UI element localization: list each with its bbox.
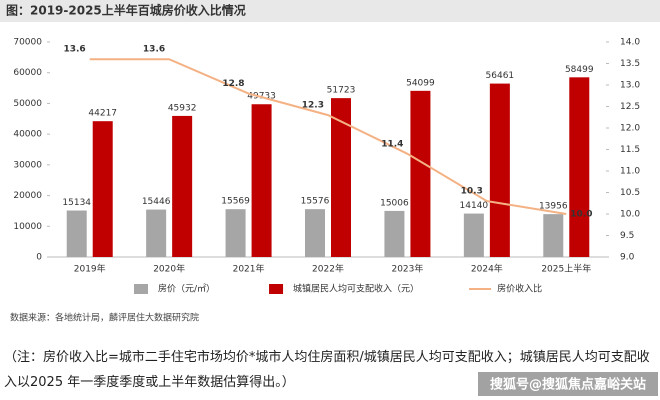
watermark: 搜狐号@搜狐焦点嘉峪关站 — [490, 377, 646, 393]
bar — [489, 83, 510, 257]
watermark-bg — [478, 372, 658, 396]
bar — [305, 209, 325, 257]
bar — [410, 90, 431, 258]
legend-label: 房价收入比 — [497, 283, 542, 295]
line-label: 12.3 — [302, 101, 324, 111]
bar — [66, 210, 87, 257]
bar — [92, 121, 113, 257]
legend-swatch — [134, 284, 148, 294]
chart-title: 图：2019-2025上半年百城房价收入比情况 — [6, 3, 246, 18]
y2-tick-label: 10.5 — [620, 188, 640, 198]
y-tick-label: 0 — [36, 253, 42, 263]
title-band — [0, 0, 660, 22]
data-label: 56461 — [486, 71, 515, 81]
y2-tick-label: 12.5 — [620, 102, 640, 112]
data-label: 14140 — [460, 201, 489, 211]
line-label: 12.8 — [222, 79, 244, 89]
y2-tick-label: 9.5 — [620, 231, 634, 241]
bar — [251, 104, 272, 257]
bar — [543, 214, 564, 257]
data-label: 15446 — [142, 197, 171, 207]
y2-tick-label: 14.0 — [620, 38, 640, 48]
y2-tick-label: 11.0 — [620, 167, 640, 177]
data-label: 15006 — [380, 198, 409, 208]
y-tick-label: 20000 — [13, 191, 42, 201]
y-tick-label: 10000 — [13, 222, 42, 232]
x-tick-label: 2021年 — [233, 263, 265, 275]
line-label: 13.6 — [63, 45, 85, 55]
data-label: 44217 — [88, 109, 117, 119]
data-label: 15134 — [62, 198, 91, 208]
line-label: 10.3 — [461, 187, 483, 197]
data-label: 15569 — [221, 197, 250, 207]
data-label: 45932 — [168, 103, 197, 113]
x-tick-label: 2025上半年 — [541, 263, 591, 275]
data-label: 13956 — [539, 202, 568, 212]
line-label: 13.6 — [143, 45, 165, 55]
legend-swatch — [269, 284, 284, 294]
y-tick-label: 40000 — [13, 130, 42, 140]
y2-tick-label: 9.0 — [620, 253, 635, 263]
x-tick-label: 2019年 — [74, 263, 106, 275]
y-tick-label: 70000 — [13, 38, 42, 48]
y-tick-label: 30000 — [13, 160, 42, 170]
x-tick-label: 2020年 — [153, 263, 185, 275]
note: （注：房价收入比=城市二手住宅市场均价*城市人均住房面积/城镇居民人均可支配收入… — [4, 350, 650, 390]
note-box: （注：房价收入比=城市二手住宅市场均价*城市人均住房面积/城镇居民人均可支配收入… — [4, 350, 650, 390]
x-tick-label: 2022年 — [312, 263, 344, 275]
bar — [463, 213, 484, 257]
bar — [384, 210, 405, 257]
data-label: 58499 — [565, 65, 594, 75]
line — [89, 58, 567, 215]
y2-tick-label: 10.0 — [620, 210, 640, 220]
x-tick-label: 2023年 — [391, 263, 423, 275]
legend-label: 城镇居民人均可支配收入（元） — [293, 283, 419, 295]
bar — [569, 77, 590, 258]
y2-tick-label: 13.0 — [620, 81, 640, 91]
line-label: 11.4 — [381, 139, 403, 149]
data-label: 51723 — [327, 86, 356, 96]
line-label: 10.0 — [570, 210, 592, 220]
legend-label: 房价（元/㎡） — [158, 283, 215, 295]
bar — [172, 115, 193, 257]
x-tick-label: 2024年 — [471, 263, 503, 275]
source: 数据来源：各地统计局，麟评居住大数据研究院 — [10, 312, 199, 324]
data-label: 54099 — [406, 78, 435, 88]
bar — [331, 98, 351, 257]
bar — [225, 209, 246, 257]
bar — [146, 209, 167, 257]
y-tick-label: 50000 — [13, 99, 42, 109]
y2-tick-label: 11.5 — [620, 145, 640, 155]
data-label: 15576 — [301, 197, 330, 207]
y2-tick-label: 13.5 — [620, 59, 640, 69]
y-tick-label: 60000 — [13, 68, 42, 78]
y2-tick-label: 12.0 — [620, 124, 640, 134]
